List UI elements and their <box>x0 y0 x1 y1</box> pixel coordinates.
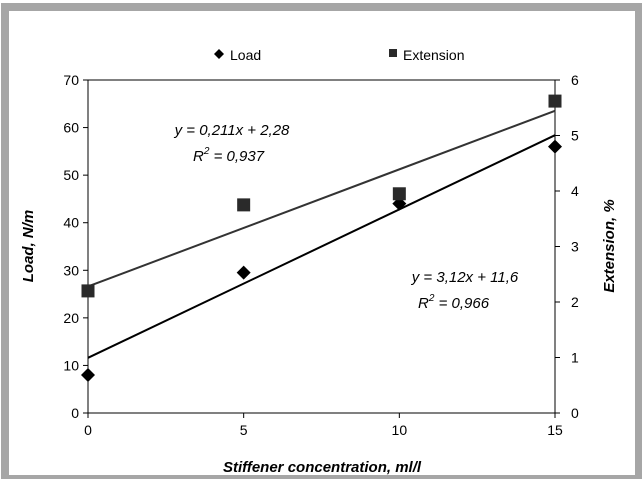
load-equation: y = 3,12x + 11,6 R2 = 0,966 <box>411 269 519 312</box>
x-axis-title: Stiffener concentration, ml/l <box>223 459 422 476</box>
y-right-tick-label: 5 <box>571 128 579 144</box>
y-right-tick-label: 2 <box>571 294 579 310</box>
load-trendline <box>87 134 556 359</box>
y-left-tick-label: 20 <box>63 310 79 326</box>
load-r2-sup: 2 <box>428 293 435 304</box>
load-point <box>236 265 251 280</box>
y-left-tick-label: 10 <box>63 357 79 373</box>
legend-load-label: Load <box>230 47 261 63</box>
y-right-tick-label: 0 <box>571 405 579 421</box>
load-r2-label: R2 = 0,966 <box>418 293 490 312</box>
legend: Load Extension <box>214 47 464 63</box>
axis-ticks: 0 5 10 15 0 10 20 30 40 50 60 70 0 1 2 3 4 5 6 <box>63 72 579 438</box>
extension-r2-R: R <box>193 148 204 165</box>
load-point <box>81 367 95 382</box>
y-right-tick-label: 1 <box>571 350 579 366</box>
legend-extension-label: Extension <box>403 47 464 63</box>
legend-extension-marker <box>389 49 397 57</box>
extension-r2-label: R2 = 0,937 <box>193 146 265 165</box>
y-left-tick-label: 40 <box>63 215 79 231</box>
y-left-tick-label: 0 <box>71 405 79 421</box>
extension-r2-sup: 2 <box>203 146 210 157</box>
load-equation-text: y = 3,12x + 11,6 <box>411 269 519 286</box>
y-right-tick-label: 6 <box>571 72 579 88</box>
extension-r2-value: = 0,937 <box>209 148 264 165</box>
y-left-axis-title: Load, N/m <box>20 210 37 283</box>
trend-lines <box>87 109 556 359</box>
extension-equation-text: y = 0,211x + 2,28 <box>174 122 290 139</box>
x-tick-label: 15 <box>547 422 563 438</box>
y-right-axis-title: Extension, % <box>601 199 618 292</box>
x-tick-label: 10 <box>392 422 408 438</box>
y-left-tick-label: 60 <box>63 120 79 136</box>
y-left-tick-label: 30 <box>63 262 79 278</box>
y-left-tick-label: 70 <box>63 72 79 88</box>
y-right-tick-label: 4 <box>571 183 579 199</box>
x-tick-label: 5 <box>240 422 248 438</box>
load-r2-value: = 0,966 <box>434 295 489 312</box>
extension-point <box>237 198 251 212</box>
load-point <box>548 139 562 154</box>
extension-equation: y = 0,211x + 2,28 R2 = 0,937 <box>174 122 290 165</box>
y-right-tick-label: 3 <box>571 239 579 255</box>
extension-point <box>81 284 95 298</box>
chart-border <box>1 3 642 479</box>
extension-point <box>548 94 562 108</box>
x-tick-label: 0 <box>84 422 92 438</box>
extension-point <box>392 187 406 201</box>
extension-trendline <box>87 109 556 288</box>
legend-load-marker <box>214 49 224 59</box>
y-left-tick-label: 50 <box>63 167 79 183</box>
data-markers <box>81 94 562 382</box>
load-r2-R: R <box>418 295 429 312</box>
